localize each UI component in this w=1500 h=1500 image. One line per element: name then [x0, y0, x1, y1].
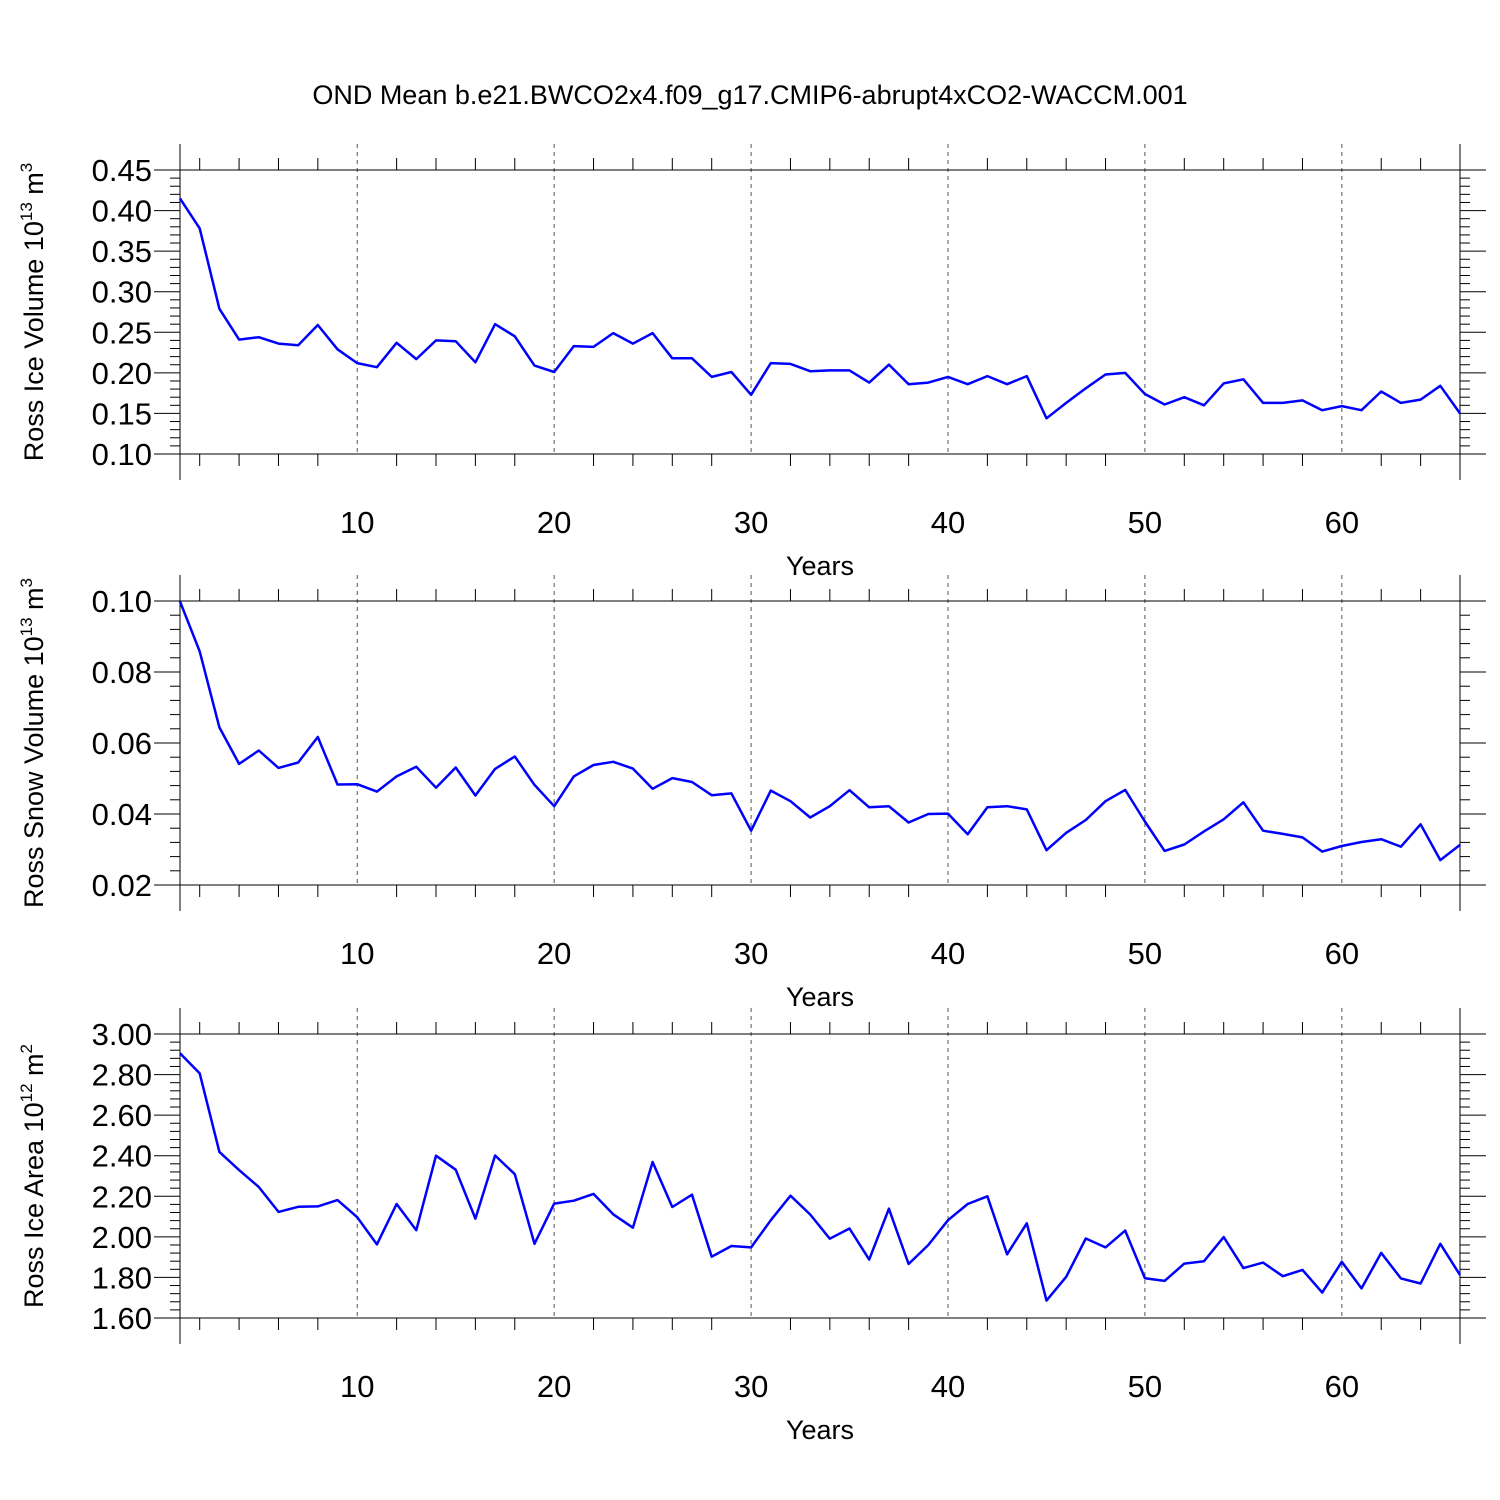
y-axis-label: Ross Snow Volume 1013 m3 — [17, 578, 49, 908]
data-line-series-1 — [178, 197, 1462, 420]
data-line-series-1 — [179, 1052, 1462, 1302]
x-tick-label: 10 — [340, 936, 374, 971]
y-tick-label: 0.40 — [92, 194, 152, 229]
y-axis-label: Ross Ice Volume 1013 m3 — [17, 163, 49, 462]
y-axis-label: Ross Ice Area 1012 m2 — [17, 1044, 49, 1308]
y-tick-label: 2.00 — [92, 1220, 152, 1255]
y-tick-label: 0.10 — [92, 584, 152, 619]
data-line-series-1 — [178, 600, 1461, 862]
y-tick-label: 0.02 — [92, 868, 152, 903]
y-tick-label: 0.30 — [92, 275, 152, 310]
x-tick-label: 50 — [1128, 505, 1162, 540]
y-tick-label: 2.20 — [92, 1179, 152, 1214]
x-tick-label: 60 — [1325, 1369, 1359, 1404]
x-tick-label: 40 — [931, 936, 965, 971]
y-tick-label: 0.08 — [92, 655, 152, 690]
y-axis-label-unit-exponent: 3 — [17, 163, 36, 172]
y-tick-label: 1.60 — [92, 1301, 152, 1336]
x-tick-label: 30 — [734, 1369, 768, 1404]
x-axis-label: Years — [786, 1415, 854, 1445]
y-tick-label: 0.45 — [92, 153, 152, 188]
y-tick-label: 0.04 — [92, 797, 152, 832]
y-tick-label: 0.15 — [92, 396, 152, 431]
y-axis-label-unit-exponent: 3 — [17, 578, 36, 587]
figure-title: OND Mean b.e21.BWCO2x4.f09_g17.CMIP6-abr… — [312, 80, 1188, 110]
x-tick-label: 50 — [1128, 1369, 1162, 1404]
y-axis-label-text: Ross Ice Area 10 — [19, 1102, 49, 1308]
x-tick-label: 30 — [734, 936, 768, 971]
x-axis-label: Years — [786, 982, 854, 1012]
y-tick-label: 2.60 — [92, 1098, 152, 1133]
x-tick-label: 10 — [340, 505, 374, 540]
y-tick-label: 3.00 — [92, 1017, 152, 1052]
x-tick-label: 60 — [1325, 936, 1359, 971]
x-tick-label: 20 — [537, 936, 571, 971]
x-tick-label: 40 — [931, 505, 965, 540]
x-tick-label: 10 — [340, 1369, 374, 1404]
y-axis-label-unit: m — [19, 172, 49, 202]
y-axis-label-text: Ross Ice Volume 10 — [19, 221, 49, 461]
x-tick-label: 20 — [537, 505, 571, 540]
y-axis-label-exponent: 12 — [17, 1083, 36, 1102]
y-axis-label-unit-exponent: 2 — [17, 1044, 36, 1053]
y-tick-label: 0.25 — [92, 315, 152, 350]
x-tick-label: 20 — [537, 1369, 571, 1404]
y-tick-label: 0.20 — [92, 356, 152, 391]
y-tick-label: 0.10 — [92, 437, 152, 472]
y-axis-label-text: Ross Snow Volume 10 — [19, 636, 49, 908]
chart-panel-3: 1.60 1.80 2.00 2.20 2.40 2.60 2.80 3.00 10 20 30 40… — [17, 1008, 1486, 1445]
x-tick-label: 50 — [1128, 936, 1162, 971]
chart-panel-1: 0.10 0.15 0.20 0.25 0.30 0.35 0.40 0.45 10 20 30 40… — [17, 144, 1486, 581]
y-axis-label-unit: m — [19, 587, 49, 617]
y-axis-label-exponent: 13 — [17, 617, 36, 636]
x-axis-label: Years — [786, 551, 854, 581]
x-tick-label: 60 — [1325, 505, 1359, 540]
y-tick-label: 2.40 — [92, 1139, 152, 1174]
x-tick-label: 40 — [931, 1369, 965, 1404]
y-tick-label: 0.06 — [92, 726, 152, 761]
y-axis-label-exponent: 13 — [17, 202, 36, 221]
x-tick-label: 30 — [734, 505, 768, 540]
y-axis-label-unit: m — [19, 1053, 49, 1083]
y-tick-label: 0.35 — [92, 234, 152, 269]
y-tick-label: 1.80 — [92, 1260, 152, 1295]
y-tick-label: 2.80 — [92, 1058, 152, 1093]
chart-panel-2: 0.02 0.04 0.06 0.08 0.10 10 20 30 40 50 60 Years Ros… — [17, 575, 1486, 1012]
